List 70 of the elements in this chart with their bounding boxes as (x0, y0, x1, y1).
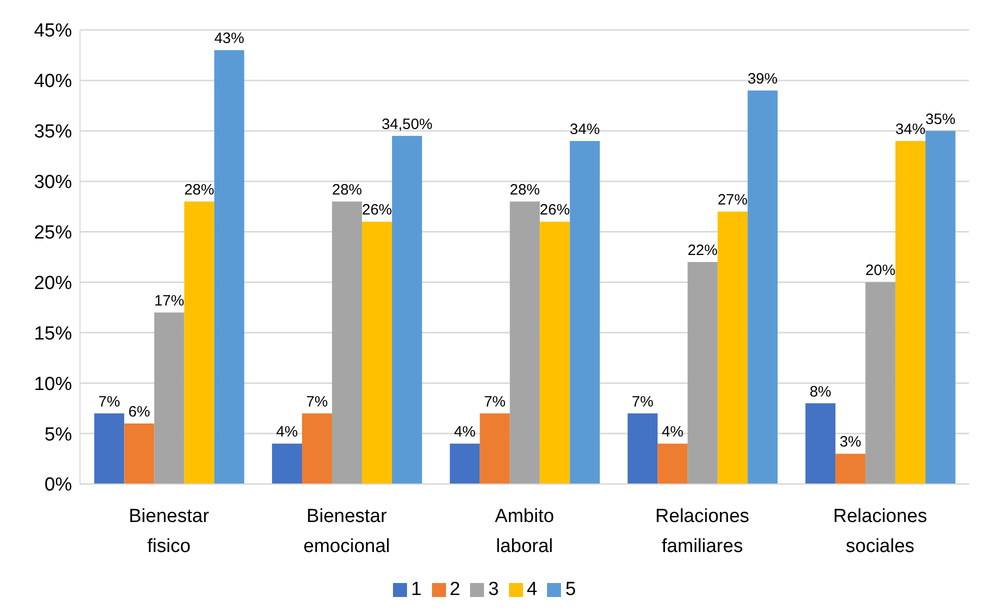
y-tick-label: 10% (34, 374, 72, 395)
bar (362, 222, 392, 484)
bar (94, 413, 124, 484)
y-tick-label: 40% (34, 71, 72, 92)
x-tick-label: Relaciones familiares (655, 506, 750, 557)
bar (570, 140, 600, 484)
data-label: 26% (540, 202, 570, 219)
data-label: 4% (454, 424, 476, 441)
bar (450, 444, 480, 484)
data-label: 7% (98, 393, 120, 410)
x-tick-label: Bienestar fisico (128, 506, 210, 557)
data-label: 28% (332, 182, 362, 199)
data-label: 17% (154, 292, 184, 310)
data-label: 20% (865, 262, 896, 280)
bar (718, 212, 748, 484)
y-tick-label: 35% (34, 122, 72, 143)
data-label: 27% (718, 192, 748, 209)
y-tick-label: 45% (34, 20, 72, 42)
data-label: 26% (362, 202, 392, 219)
bar (302, 413, 332, 484)
data-label: 4% (276, 424, 298, 441)
bar (332, 202, 362, 484)
y-tick-label: 5% (44, 424, 72, 446)
x-tick-label: Ambito laboral (494, 506, 554, 557)
data-label: 34% (895, 120, 926, 138)
bar (540, 222, 570, 484)
bar (835, 454, 866, 484)
data-label: 7% (306, 393, 328, 410)
y-tick-label: 20% (34, 272, 72, 294)
x-tick-label: Relaciones sociales (833, 506, 928, 557)
data-label: 3% (840, 434, 862, 451)
y-tick-label: 30% (34, 172, 72, 194)
bar (184, 202, 214, 484)
data-label: 35% (925, 110, 956, 128)
data-label: 8% (810, 383, 832, 400)
y-tick-label: 25% (34, 222, 72, 244)
bar (154, 312, 184, 484)
legend-label: 5 (565, 579, 576, 600)
bar (272, 444, 302, 484)
bar (480, 413, 510, 484)
bar (392, 136, 422, 484)
x-tick-label: Bienestar emocional (303, 506, 390, 557)
y-tick-label: 15% (34, 323, 72, 344)
bar (925, 130, 956, 484)
bar (658, 444, 688, 484)
data-label: 6% (128, 403, 150, 420)
bar (748, 90, 778, 484)
data-label: 43% (214, 30, 244, 48)
data-label: 4% (662, 424, 684, 441)
legend-label: 4 (526, 579, 538, 600)
data-label: 7% (484, 393, 506, 410)
bar (214, 50, 244, 484)
data-label: 28% (184, 182, 214, 199)
bar (805, 403, 836, 484)
legend-label: 3 (488, 579, 499, 600)
data-label: 39% (748, 70, 778, 88)
bar (124, 423, 154, 484)
legend-label: 2 (450, 579, 460, 600)
y-tick-label: 0% (44, 474, 72, 496)
bar (865, 282, 896, 484)
legend-label: 1 (411, 579, 422, 600)
data-label: 28% (510, 182, 540, 199)
bar (628, 413, 658, 484)
data-label: 22% (688, 242, 718, 260)
data-label: 34,50% (382, 116, 432, 133)
bar (688, 262, 718, 484)
data-label: 34% (570, 120, 600, 138)
data-label: 7% (632, 393, 654, 410)
bar (895, 140, 926, 484)
bar (510, 202, 540, 484)
